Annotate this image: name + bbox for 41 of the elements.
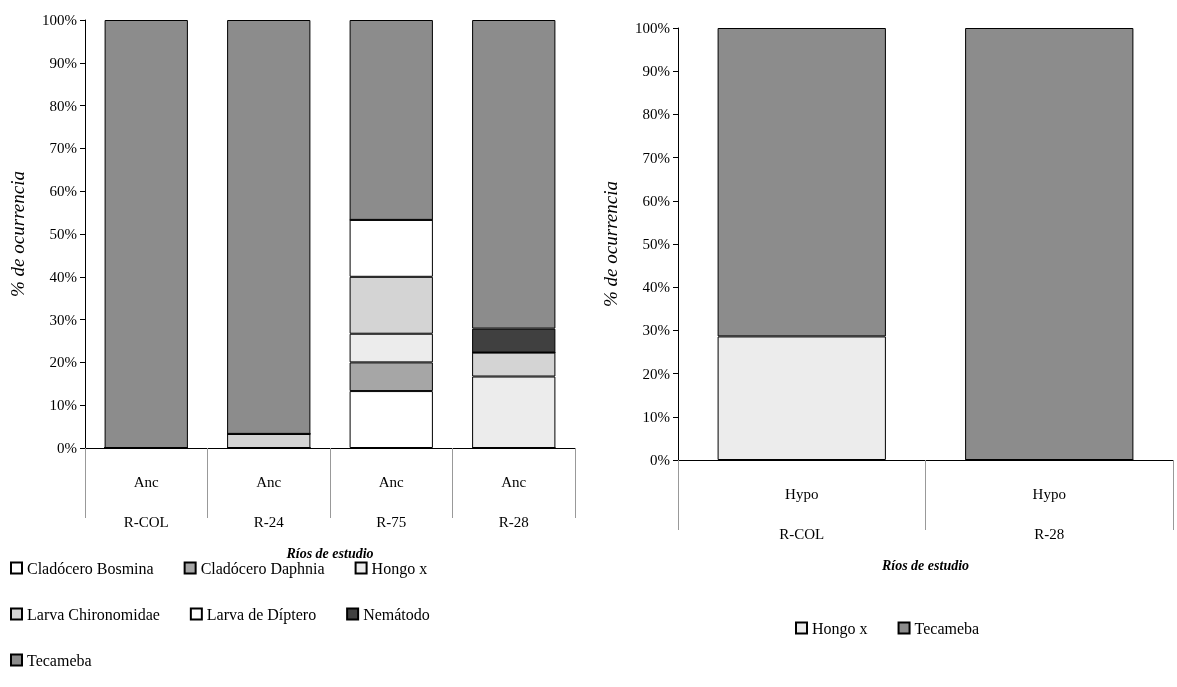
y-tick-label: 70% [642, 149, 670, 166]
y-tick-label: 70% [49, 140, 77, 157]
category-label: Anc R-75 [376, 474, 407, 530]
y-tick-label: 90% [49, 54, 77, 71]
y-tick-label: 100% [635, 20, 670, 36]
y-tick-label: 60% [642, 192, 670, 209]
legend-label: Larva de Díptero [206, 605, 317, 624]
y-tick-label: 50% [642, 236, 670, 252]
category-label: Anc R-28 [498, 474, 529, 530]
y-tick-label: 20% [642, 365, 670, 382]
category-label: Anc R-24 [253, 474, 284, 530]
y-tick-label: 10% [49, 397, 77, 414]
legend-label: Cladócero Bosmina [27, 559, 154, 577]
legend-label: Tecameba [914, 619, 980, 637]
category-label: Hypo R-COL [779, 486, 825, 542]
legend-label: Tecameba [27, 651, 92, 669]
y-tick-label: 100% [42, 12, 77, 28]
legend-label: Cladócero Daphnia [200, 559, 325, 578]
y-tick-label: 30% [49, 311, 77, 328]
category-label: Anc R-COL [123, 474, 169, 530]
y-tick-label: 80% [49, 97, 77, 114]
category-label: Hypo R-28 [1032, 486, 1066, 542]
legend-label: Hongo x [371, 559, 428, 578]
x-axis-title: Ríos de estudio [285, 546, 374, 562]
y-tick-label: 90% [642, 63, 670, 80]
y-tick-label: 10% [642, 408, 670, 425]
y-axis-title: % de ocurrencia [600, 181, 621, 307]
legend-label: Hongo x [812, 619, 868, 638]
legend-label: Larva Chironomidae [27, 605, 160, 623]
y-tick-label: 0% [650, 452, 670, 468]
legend-label: Nemátodo [363, 605, 430, 623]
y-tick-label: 30% [642, 322, 670, 339]
y-tick-label: 0% [57, 440, 77, 456]
y-tick-label: 60% [49, 183, 77, 200]
y-tick-label: 20% [49, 354, 77, 371]
y-tick-label: 80% [642, 106, 670, 123]
y-tick-label: 40% [49, 268, 77, 285]
y-axis-title: % de ocurrencia [7, 171, 28, 297]
x-axis-title: Ríos de estudio [880, 558, 970, 574]
y-tick-label: 50% [49, 226, 77, 242]
y-tick-label: 40% [642, 279, 670, 296]
